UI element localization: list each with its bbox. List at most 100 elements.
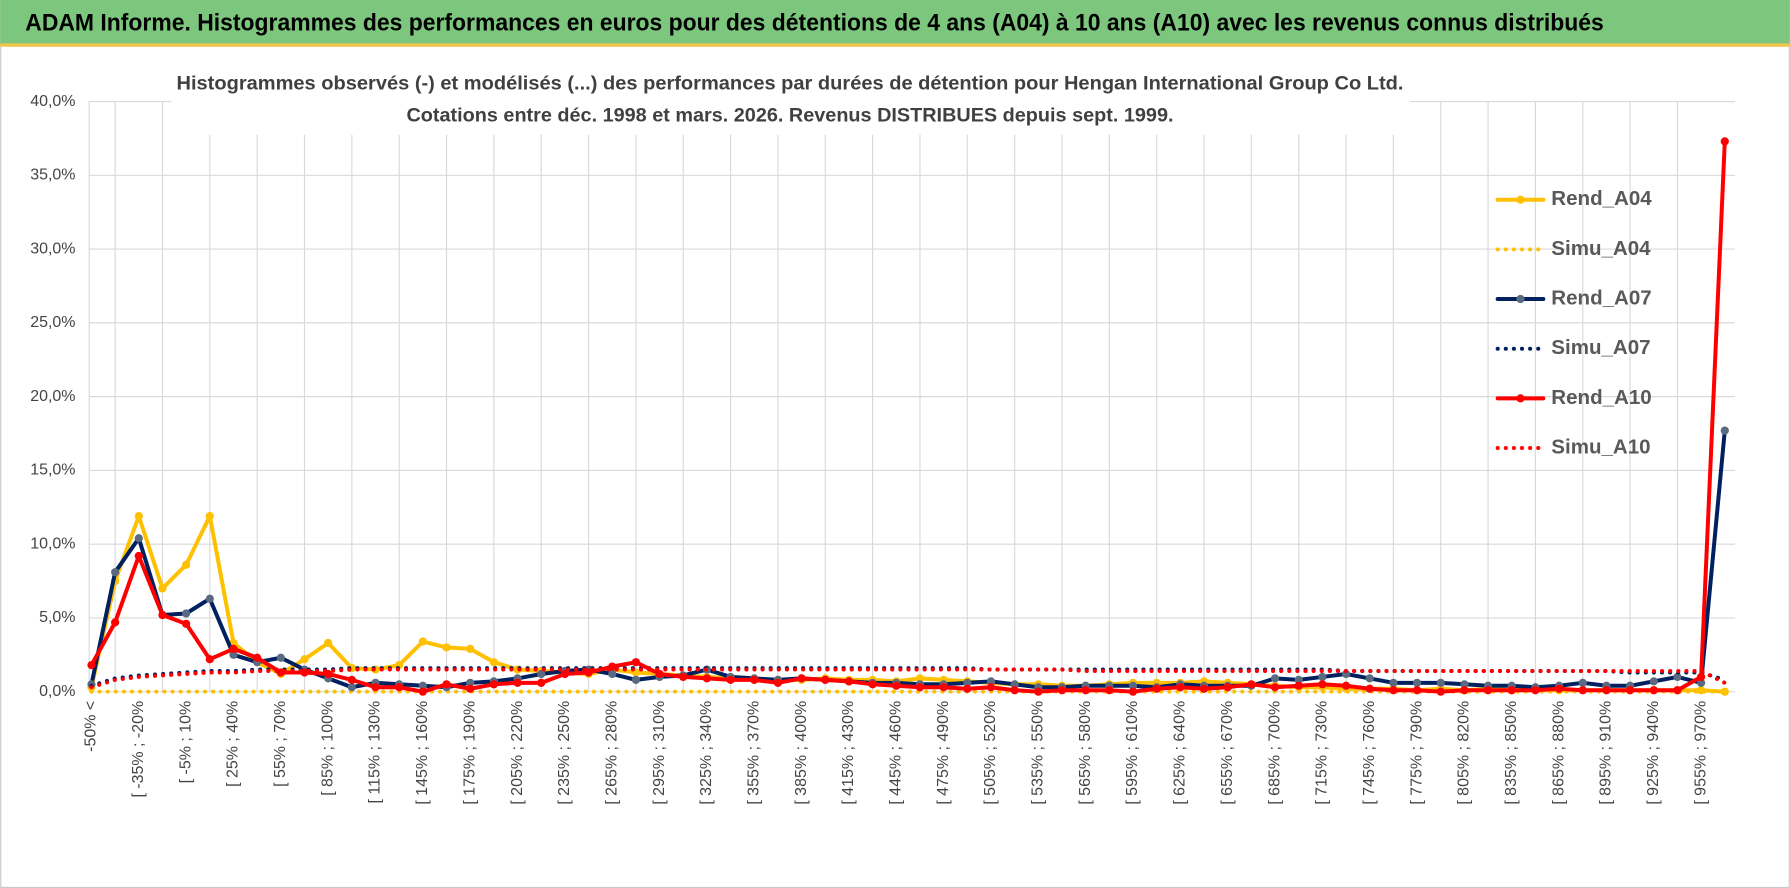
series-marker <box>1365 674 1374 683</box>
legend-label: Rend_A07 <box>1551 286 1651 309</box>
series-marker <box>1649 677 1658 686</box>
series-marker <box>134 512 143 521</box>
series-marker <box>537 678 546 687</box>
series-marker <box>1436 687 1445 696</box>
series-marker <box>300 655 309 664</box>
x-tick-label: [ 955% ; 970% <box>1692 701 1709 805</box>
series-marker <box>253 653 262 662</box>
x-tick-label: [ 745% ; 760% <box>1361 701 1378 805</box>
series-marker <box>915 683 925 692</box>
y-tick-label: 0,0% <box>39 683 75 700</box>
series-marker <box>1531 686 1540 695</box>
series-marker <box>1318 672 1327 682</box>
series-marker <box>726 675 735 684</box>
banner <box>0 0 1790 46</box>
x-tick-label: [ 85% ; 100% <box>319 701 336 796</box>
series-marker <box>1507 686 1516 695</box>
chart-subtitle: Histogrammes observés (-) et modélisés (… <box>176 73 1403 95</box>
series-marker <box>1436 678 1445 687</box>
series-marker <box>1341 681 1351 690</box>
series-marker <box>1649 686 1658 695</box>
x-tick-label: [ 265% ; 280% <box>603 701 620 805</box>
series-marker <box>963 678 972 687</box>
x-tick-label: [ 145% ; 160% <box>414 701 431 805</box>
series-marker <box>1673 686 1682 695</box>
legend-label: Simu_A04 <box>1551 237 1651 260</box>
series-marker <box>750 675 759 684</box>
legend-marker <box>1516 394 1525 403</box>
series-marker <box>1294 681 1303 690</box>
series-marker <box>986 677 996 686</box>
x-tick-label: [ 475% ; 490% <box>935 701 952 805</box>
x-tick-label: [ 925% ; 940% <box>1645 701 1662 805</box>
series-marker <box>1199 684 1209 693</box>
series-marker <box>773 678 783 687</box>
banner-edge <box>0 43 1790 47</box>
x-tick-label: [ 55% ; 70% <box>272 701 289 787</box>
x-tick-label: [ 175% ; 190% <box>461 701 478 805</box>
x-tick-label: [ 895% ; 910% <box>1598 701 1615 805</box>
x-tick-label: [ 205% ; 220% <box>509 701 526 805</box>
series-marker <box>844 677 854 686</box>
series-marker <box>1389 686 1398 695</box>
legend-label: Rend_A04 <box>1551 187 1652 210</box>
subtitle-bg <box>171 66 1410 135</box>
series-marker <box>1389 678 1398 687</box>
series-marker <box>205 512 214 521</box>
series-marker <box>1673 672 1682 682</box>
series-marker <box>418 687 427 696</box>
y-tick-label: 35,0% <box>30 167 75 184</box>
series-marker <box>986 683 996 692</box>
x-tick-label: [ 505% ; 520% <box>982 701 999 805</box>
series-marker <box>158 610 167 620</box>
x-tick-label: -50% < <box>83 701 100 752</box>
series-marker <box>1010 686 1019 695</box>
series-marker <box>1412 678 1422 687</box>
x-tick-label: [ 595% ; 610% <box>1124 701 1141 805</box>
series-line <box>89 667 1727 690</box>
x-tick-label: [ 865% ; 880% <box>1550 701 1567 805</box>
series-marker <box>442 643 451 652</box>
series-marker <box>158 584 167 593</box>
series-marker <box>229 650 238 659</box>
series-marker <box>1365 684 1374 693</box>
x-tick-label: [ 445% ; 460% <box>888 701 905 805</box>
series-marker <box>679 672 688 682</box>
y-tick-label: 10,0% <box>30 535 75 552</box>
series-marker <box>324 638 333 648</box>
y-tick-label: 15,0% <box>30 462 75 479</box>
series-marker <box>963 684 972 693</box>
series-marker <box>111 618 120 627</box>
series-marker <box>1720 687 1729 696</box>
x-tick-label: [ 715% ; 730% <box>1314 701 1331 805</box>
series-marker <box>631 658 641 667</box>
x-tick-label: [ -5% ; 10% <box>177 701 194 784</box>
x-tick-label: [ 25% ; 40% <box>225 701 242 787</box>
y-tick-label: 30,0% <box>30 240 75 257</box>
series-marker <box>466 678 475 687</box>
series-marker <box>418 637 427 646</box>
series-marker <box>1057 686 1067 695</box>
x-tick-label: [ 235% ; 250% <box>556 701 573 805</box>
series-marker <box>182 619 191 628</box>
series-marker <box>1460 680 1469 689</box>
series-marker <box>1460 686 1469 695</box>
series-marker <box>631 675 641 684</box>
series-marker <box>821 675 830 684</box>
series-marker <box>537 669 546 679</box>
series-marker <box>1223 683 1232 692</box>
x-tick-label: [ 355% ; 370% <box>745 701 762 805</box>
series-marker <box>1152 684 1161 693</box>
y-tick-label: 20,0% <box>30 388 75 405</box>
series-marker <box>205 594 214 603</box>
legend-marker <box>1516 294 1525 304</box>
chart-title: ADAM Informe. Histogrammes des performan… <box>25 9 1604 36</box>
series-line <box>89 139 1727 694</box>
series-marker <box>1483 686 1493 695</box>
series-marker <box>111 568 120 577</box>
x-tick-label: [ 415% ; 430% <box>840 701 857 805</box>
legend-label: Rend_A10 <box>1551 386 1651 409</box>
series-marker <box>418 681 427 690</box>
x-tick-label: [ 535% ; 550% <box>1030 701 1047 805</box>
